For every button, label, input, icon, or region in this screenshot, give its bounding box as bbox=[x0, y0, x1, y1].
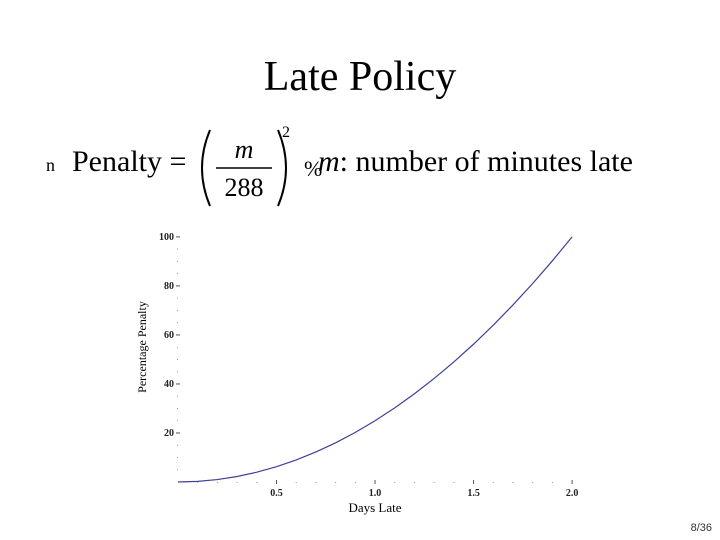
x-tick-label: 1.5 bbox=[467, 488, 480, 499]
slide-title: Late Policy bbox=[263, 54, 457, 100]
formula-unit: % bbox=[304, 156, 323, 181]
x-axis-label: Days Late bbox=[348, 500, 401, 515]
penalty-chart: 20 40 60 80 100 0.5 1.0 1.5 2.0 Percentage Penal… bbox=[135, 232, 578, 515]
variable-definition: m: number of minutes late bbox=[318, 144, 633, 180]
right-paren-icon bbox=[277, 129, 287, 207]
formula-exponent: 2 bbox=[282, 124, 290, 141]
x-tick-label: 2.0 bbox=[566, 488, 579, 499]
variable-description: : number of minutes late bbox=[339, 145, 633, 178]
y-tick-label: 80 bbox=[164, 281, 174, 292]
formula-numerator: m bbox=[234, 135, 254, 164]
chart-ticks: 20 40 60 80 100 0.5 1.0 1.5 2.0 bbox=[159, 232, 578, 499]
bullet-square-icon: n bbox=[46, 155, 55, 175]
left-paren-icon bbox=[201, 129, 211, 207]
bullet-penalty-formula: n Penalty = m 288 2 % m: number of minut… bbox=[46, 122, 706, 214]
y-tick-label: 20 bbox=[164, 428, 174, 439]
x-tick-label: 0.5 bbox=[270, 488, 283, 499]
penalty-formula: m 288 2 % bbox=[192, 122, 362, 214]
formula-brackets bbox=[201, 129, 287, 207]
y-tick-label: 60 bbox=[164, 330, 174, 341]
y-tick-label: 40 bbox=[164, 379, 174, 390]
penalty-curve bbox=[177, 236, 573, 483]
formula-denominator: 288 bbox=[224, 173, 264, 202]
page-number: 8/36 bbox=[690, 522, 712, 534]
x-tick-label: 1.0 bbox=[369, 488, 382, 499]
y-axis-label: Percentage Penalty bbox=[135, 301, 149, 393]
y-tick-label: 100 bbox=[159, 232, 174, 243]
variable-name: m bbox=[318, 145, 340, 178]
penalty-label: Penalty = bbox=[72, 145, 187, 178]
